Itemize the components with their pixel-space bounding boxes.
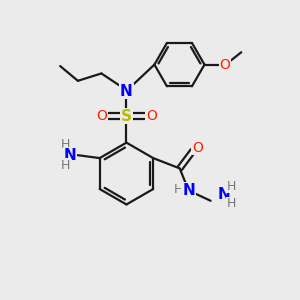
- Text: H: H: [174, 182, 183, 196]
- Text: N: N: [64, 148, 76, 163]
- Text: O: O: [192, 141, 203, 155]
- Text: O: O: [96, 109, 107, 123]
- Text: N: N: [218, 188, 230, 202]
- Text: N: N: [182, 183, 195, 198]
- Text: H: H: [61, 138, 70, 151]
- Text: O: O: [146, 109, 157, 123]
- Text: H: H: [226, 197, 236, 210]
- Text: H: H: [61, 159, 70, 172]
- Text: H: H: [226, 180, 236, 193]
- Text: N: N: [120, 84, 133, 99]
- Text: O: O: [220, 58, 230, 72]
- Text: S: S: [121, 109, 132, 124]
